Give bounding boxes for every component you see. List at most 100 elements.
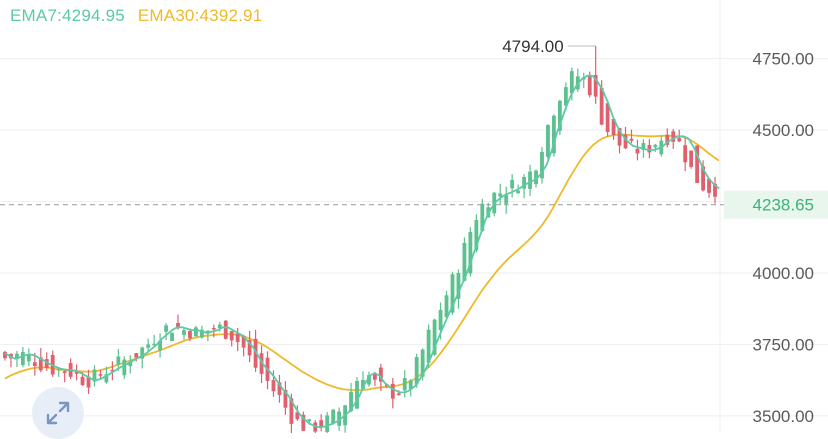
last-price-tag [724,190,828,219]
legend-ema7-value: 4294.95 [62,6,125,25]
candle [528,164,532,196]
candle-body [331,409,336,424]
candle [3,350,7,361]
candle [468,227,473,277]
candle [635,139,640,161]
candle-body [140,347,145,359]
candle-body [671,131,676,142]
candle-body [701,166,705,191]
candle-body [229,331,234,341]
candle-body [480,203,485,231]
candle-body [194,327,198,337]
candle [194,325,198,337]
legend-ema7: EMA7:4294.95 [10,6,125,25]
candle [241,334,246,357]
candle [665,128,670,148]
candle-body [188,330,192,339]
candle-body [677,138,682,142]
candle-body [32,362,37,367]
candle-body [456,272,461,299]
candle [390,378,395,409]
candle-body [390,383,395,399]
candle-body [134,353,139,358]
candle-body [689,150,694,167]
candle-body [569,71,574,94]
candle [235,327,240,352]
candle [158,333,163,358]
candle [683,137,688,171]
candle [295,405,300,421]
candle [552,114,556,157]
candle-body [629,138,634,141]
y-tick-label: 3500.00 [753,407,814,426]
candle-body [378,367,383,382]
candle [277,374,282,403]
candle [217,321,222,332]
candle [575,68,580,92]
high-price-label: 4794.00 [502,37,563,56]
candle [223,319,228,340]
candle [146,338,151,353]
candle [408,378,413,397]
candle [695,145,700,184]
candle-body [540,151,544,179]
candle-body [414,357,419,385]
candle-body [498,193,503,197]
candle-body [546,125,550,157]
candle [414,353,419,388]
candle-body [92,369,97,382]
candle-body [361,379,365,390]
candle [480,198,485,232]
candle-body [217,324,222,328]
candle [701,160,705,192]
candle-body [599,87,604,125]
candle-body [683,145,688,163]
candle [557,99,562,136]
candle-body [468,231,473,274]
candle-body [253,338,258,368]
candle-body [116,356,121,365]
candle [713,176,717,204]
candle [456,269,461,309]
expand-button[interactable] [32,387,84,439]
candle-body [319,420,324,428]
candle [510,174,515,198]
candle-body [271,380,276,392]
candle-body [182,330,186,335]
ema7-line [4,74,720,429]
candle-body [635,148,640,154]
candle-body [128,361,133,367]
candle-body [552,115,556,154]
candle-body [522,177,526,189]
candle-body [86,376,91,388]
candle-body [557,100,562,131]
candle-body [247,340,252,356]
candle-body [74,372,79,374]
candle [462,237,467,282]
candle-body [528,171,532,189]
candle [605,103,610,137]
candle [247,330,252,363]
candle [444,290,449,319]
candle-body [295,412,300,420]
candle-body [307,419,312,421]
candle-body [444,295,449,318]
candle-body [277,382,282,395]
ema30-line [4,133,720,392]
candle-body [563,87,568,106]
candle-body [26,354,31,362]
candle-body [516,190,521,194]
candle-body [170,332,174,341]
candle-body [504,195,509,204]
candle-body [38,357,43,371]
candle [540,147,544,184]
candle-body [408,380,413,390]
legend-ema7-label: EMA7 [10,6,58,25]
y-tick-label: 4500.00 [753,121,814,140]
candle [498,183,503,206]
y-tick-label: 4000.00 [753,264,814,283]
candle [325,411,330,433]
candle-body [56,368,61,371]
candle [593,46,598,104]
candle-body [373,374,377,380]
